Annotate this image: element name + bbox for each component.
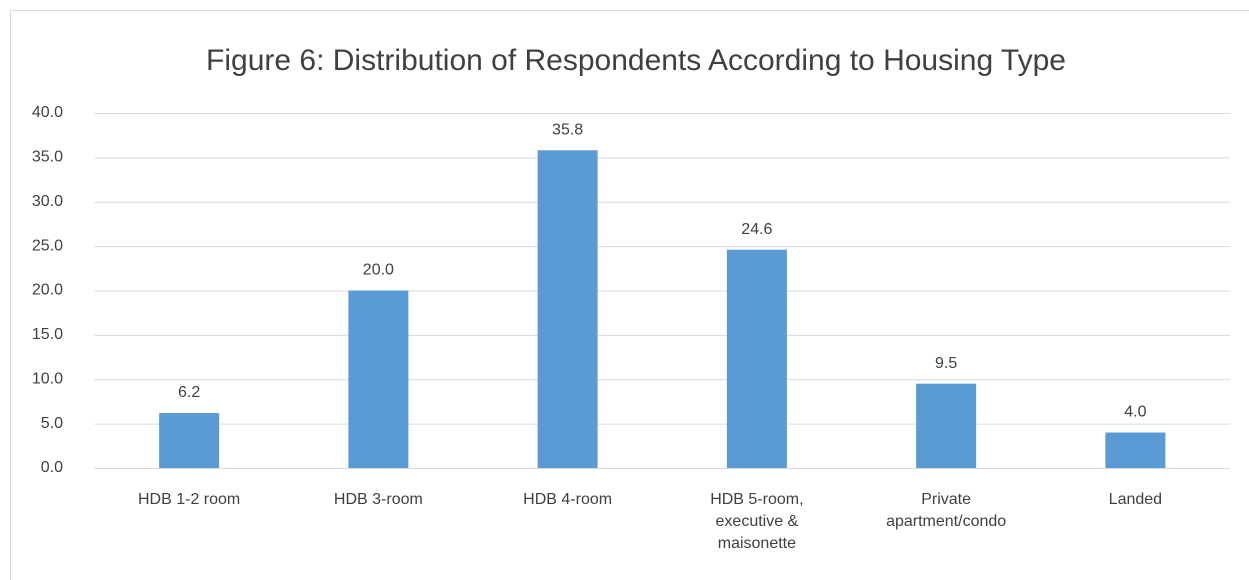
y-tick-label: 0.0 <box>41 459 63 476</box>
y-tick-label: 30.0 <box>32 193 63 210</box>
data-label: 20.0 <box>363 262 394 279</box>
bar <box>159 412 220 468</box>
x-tick-label: HDB 5-room, executive & maisonette <box>710 491 803 552</box>
y-tick-label: 25.0 <box>32 237 63 254</box>
y-tick-label: 5.0 <box>41 415 63 432</box>
bar <box>348 290 409 468</box>
data-label: 24.6 <box>741 221 772 238</box>
bar <box>726 249 787 468</box>
chart-title: Figure 6: Distribution of Respondents Ac… <box>206 44 1066 77</box>
y-tick-label: 40.0 <box>32 104 63 121</box>
x-tick-label: HDB 1-2 room <box>138 491 240 508</box>
data-label: 6.2 <box>178 384 200 401</box>
x-tick-label: Private apartment/condo <box>886 491 1006 530</box>
x-tick-label: Landed <box>1109 491 1162 508</box>
data-label: 9.5 <box>935 355 957 372</box>
y-tick-label: 15.0 <box>32 326 63 343</box>
data-label: 35.8 <box>552 121 583 138</box>
y-tick-label: 20.0 <box>32 282 63 299</box>
data-label: 4.0 <box>1124 404 1146 421</box>
y-tick-label: 10.0 <box>32 370 63 387</box>
bar <box>537 150 598 468</box>
bar <box>1105 432 1166 468</box>
bar <box>916 383 977 468</box>
x-tick-label: HDB 4-room <box>523 491 612 508</box>
y-tick-label: 35.0 <box>32 149 63 166</box>
x-tick-label: HDB 3-room <box>334 491 423 508</box>
chart-border <box>10 10 1249 580</box>
